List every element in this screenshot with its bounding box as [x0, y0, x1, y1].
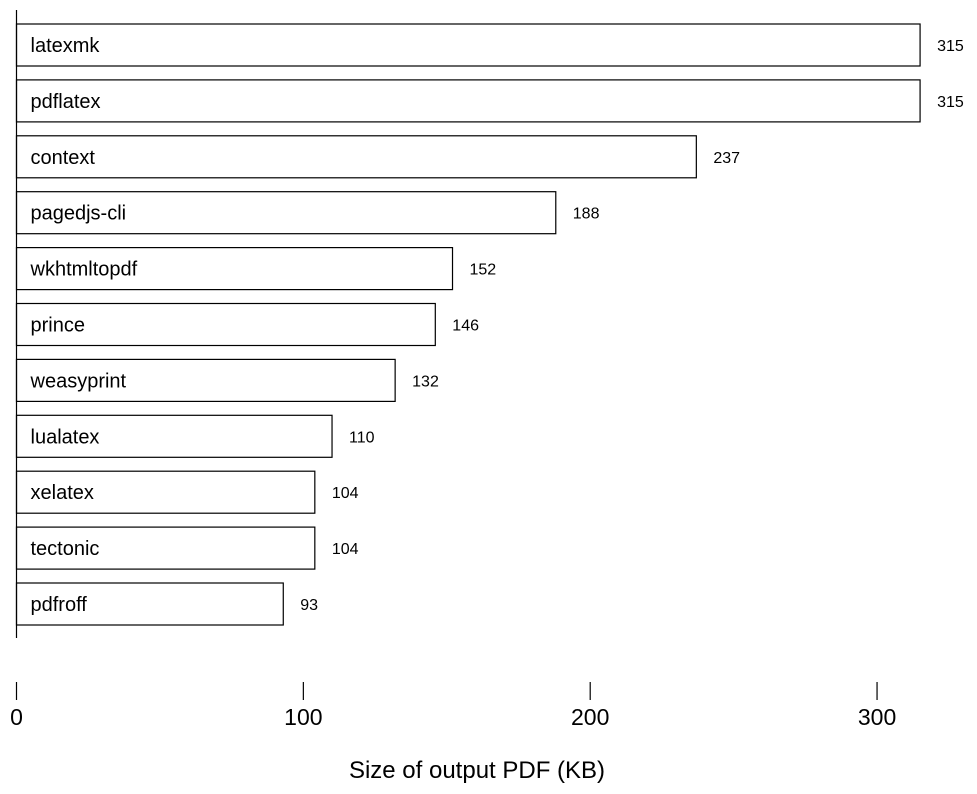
bar-label: tectonic: [31, 538, 100, 560]
bar-group: pdflatex 315: [15, 79, 964, 123]
x-tick-label: 200: [571, 704, 609, 730]
bar-label: pdflatex: [31, 91, 101, 113]
bar-latexmk: [15, 23, 921, 67]
bar-pdflatex: [15, 79, 921, 123]
bars-layer: latexmk 315 pdflatex 315 context 237 pagedjs-c…: [15, 23, 964, 626]
bar-label: wkhtmltopdf: [30, 259, 138, 281]
bar-tectonic: [15, 526, 316, 570]
value-label: 93: [300, 597, 318, 614]
bar-label: context: [31, 147, 96, 169]
value-label: 188: [573, 206, 600, 223]
bar-label: latexmk: [31, 35, 101, 57]
value-label: 237: [713, 150, 740, 167]
x-axis-title: Size of output PDF (KB): [349, 757, 605, 784]
bar-group: pdfroff 93: [15, 582, 318, 626]
value-label: 132: [412, 373, 439, 390]
bar-label: prince: [31, 315, 85, 337]
bar-group: pagedjs-cli 188: [15, 191, 600, 235]
bar-group: wkhtmltopdf 152: [15, 247, 497, 291]
value-label: 110: [349, 429, 375, 446]
bar-weasyprint: [15, 358, 396, 402]
bar-group: tectonic 104: [15, 526, 359, 570]
bar-lualatex: [15, 414, 333, 458]
value-label: 104: [332, 541, 359, 558]
value-label: 104: [332, 485, 359, 502]
bar-label: lualatex: [31, 426, 100, 448]
value-label: 315: [937, 38, 964, 55]
value-label: 152: [470, 262, 497, 279]
bar-pagedjs-cli: [15, 191, 557, 235]
bar-group: prince 146: [15, 302, 479, 347]
bar-group: context 237: [15, 135, 740, 179]
bar-label: weasyprint: [30, 370, 127, 392]
bar-group: lualatex 110: [15, 414, 375, 458]
value-label: 315: [937, 94, 964, 111]
bar-group: weasyprint 132: [15, 358, 439, 402]
bar-prince: [15, 302, 436, 347]
bar-label: xelatex: [31, 482, 94, 504]
bar-label: pagedjs-cli: [31, 203, 127, 225]
x-tick-label: 100: [284, 704, 322, 730]
bar-group: latexmk 315: [15, 23, 964, 67]
x-axis: 0 100 200 300: [10, 682, 896, 730]
bar-group: xelatex 104: [15, 470, 359, 514]
bar-label: pdfroff: [31, 594, 88, 616]
bar-context: [15, 135, 697, 179]
bar-wkhtmltopdf: [15, 247, 454, 291]
value-label: 146: [452, 318, 479, 335]
x-tick-label: 0: [10, 704, 23, 730]
x-tick-label: 300: [858, 704, 896, 730]
